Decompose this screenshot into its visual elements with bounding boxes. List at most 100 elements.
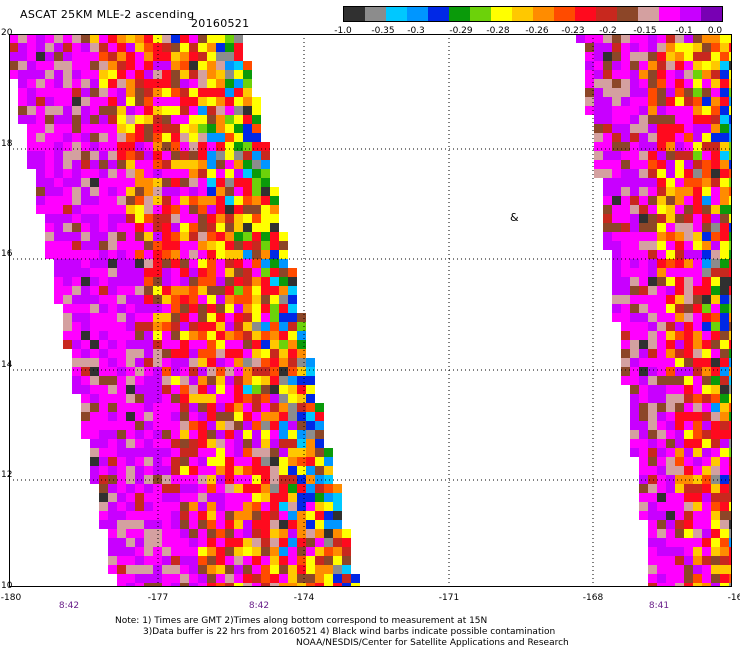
swath-cell	[666, 340, 675, 349]
swath-cell	[243, 178, 252, 187]
swath-cell	[261, 412, 270, 421]
swath-cell	[216, 385, 225, 394]
swath-cell	[675, 250, 684, 259]
swath-cell	[720, 430, 729, 439]
swath-cell	[198, 97, 207, 106]
swath-cell	[117, 529, 126, 538]
swath-cell	[630, 331, 639, 340]
swath-cell	[666, 547, 675, 556]
swath-cell	[720, 565, 729, 574]
swath-cell	[279, 466, 288, 475]
swath-cell	[216, 232, 225, 241]
swath-cell	[234, 376, 243, 385]
swath-cell	[288, 295, 297, 304]
swath-cell	[90, 448, 99, 457]
swath-cell	[684, 484, 693, 493]
swath-cell	[261, 232, 270, 241]
swath-cell	[702, 403, 711, 412]
swath-cell	[171, 52, 180, 61]
swath-cell	[63, 43, 72, 52]
swath-cell	[657, 448, 666, 457]
swath-cell	[639, 430, 648, 439]
swath-cell	[711, 457, 720, 466]
swath-cell	[144, 313, 153, 322]
swath-cell	[657, 43, 666, 52]
swath-cell	[666, 583, 675, 587]
swath-cell	[252, 223, 261, 232]
swath-cell	[648, 565, 657, 574]
swath-cell	[162, 196, 171, 205]
swath-cell	[72, 358, 81, 367]
swath-cell	[684, 70, 693, 79]
swath-cell	[180, 322, 189, 331]
swath-cell	[189, 223, 198, 232]
swath-cell	[207, 403, 216, 412]
swath-cell	[729, 52, 732, 61]
swath-cell	[225, 331, 234, 340]
swath-cell	[639, 178, 648, 187]
swath-cell	[135, 511, 144, 520]
swath-cell	[180, 520, 189, 529]
swath-cell	[648, 430, 657, 439]
swath-cell	[252, 160, 261, 169]
swath-cell	[288, 322, 297, 331]
swath-cell	[630, 106, 639, 115]
swath-cell	[189, 259, 198, 268]
swath-cell	[90, 97, 99, 106]
swath-cell	[234, 304, 243, 313]
swath-cell	[693, 439, 702, 448]
swath-cell	[288, 349, 297, 358]
swath-cell	[630, 223, 639, 232]
swath-cell	[54, 268, 63, 277]
swath-cell	[675, 466, 684, 475]
swath-cell	[153, 196, 162, 205]
swath-cell	[72, 241, 81, 250]
swath-cell	[729, 241, 732, 250]
swath-cell	[99, 376, 108, 385]
swath-cell	[9, 43, 18, 52]
swath-cell	[207, 133, 216, 142]
swath-cell	[108, 286, 117, 295]
swath-cell	[36, 169, 45, 178]
swath-cell	[108, 385, 117, 394]
swath-cell	[171, 259, 180, 268]
swath-cell	[27, 88, 36, 97]
swath-cell	[711, 340, 720, 349]
swath-cell	[684, 439, 693, 448]
swath-cell	[117, 295, 126, 304]
swath-cell	[63, 142, 72, 151]
swath-cell	[153, 259, 162, 268]
swath-cell	[675, 223, 684, 232]
swath-cell	[90, 394, 99, 403]
swath-cell	[198, 52, 207, 61]
swath-cell	[72, 277, 81, 286]
swath-cell	[675, 430, 684, 439]
swath-cell	[288, 403, 297, 412]
swath-cell	[99, 430, 108, 439]
swath-cell	[27, 151, 36, 160]
swath-cell	[279, 556, 288, 565]
swath-cell	[702, 142, 711, 151]
swath-cell	[99, 70, 108, 79]
swath-cell	[162, 259, 171, 268]
swath-cell	[189, 574, 198, 583]
swath-cell	[288, 493, 297, 502]
swath-cell	[639, 106, 648, 115]
swath-cell	[729, 511, 732, 520]
swath-cell	[279, 457, 288, 466]
swath-cell	[117, 511, 126, 520]
swath-cell	[198, 421, 207, 430]
swath-cell	[99, 160, 108, 169]
swath-cell	[252, 178, 261, 187]
swath-cell	[189, 502, 198, 511]
swath-cell	[198, 376, 207, 385]
swath-cell	[603, 214, 612, 223]
swath-cell	[720, 52, 729, 61]
swath-cell	[324, 565, 333, 574]
swath-cell	[711, 376, 720, 385]
swath-cell	[216, 178, 225, 187]
swath-cell	[180, 196, 189, 205]
swath-cell	[225, 403, 234, 412]
swath-cell	[288, 367, 297, 376]
swath-cell	[198, 178, 207, 187]
